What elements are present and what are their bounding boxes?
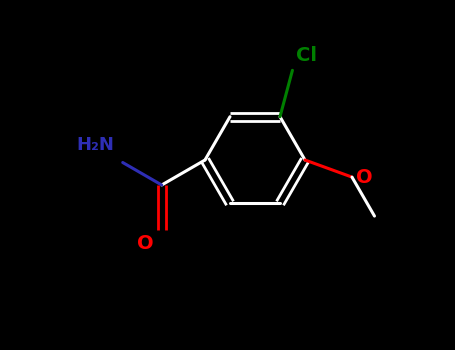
Text: O: O (137, 234, 154, 253)
Text: Cl: Cl (296, 46, 318, 65)
Text: O: O (356, 168, 373, 187)
Text: H₂N: H₂N (77, 136, 115, 154)
